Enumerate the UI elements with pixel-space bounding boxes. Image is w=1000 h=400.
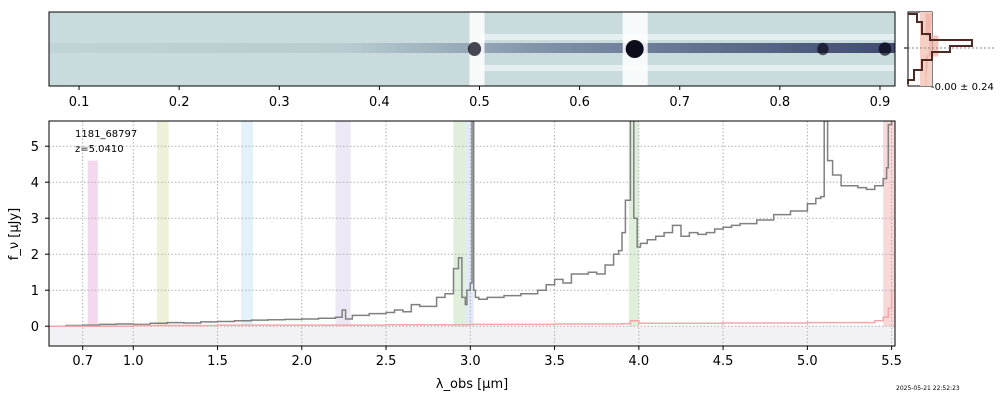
object-id-label: 1181_68797 xyxy=(75,129,137,140)
x-tick-label: 5.0 xyxy=(797,354,818,369)
line-band xyxy=(87,160,98,346)
top-x-tick-label: 0.3 xyxy=(269,95,290,110)
y-tick-label: 3 xyxy=(31,212,39,227)
x-tick-label: 2.0 xyxy=(291,354,312,369)
emission-feature xyxy=(878,42,892,56)
line-band xyxy=(883,121,895,346)
trace-lower-wing xyxy=(479,65,895,71)
x-tick-label: 3.5 xyxy=(544,354,565,369)
y-tick-label: 5 xyxy=(31,140,39,155)
x-tick-label: 3.0 xyxy=(460,354,481,369)
line-band xyxy=(335,121,351,346)
spectrum-1d-panel: 0.7 1.0 1.5 2.0 2.5 3.0 3.5 4.0 4.5 5.0 5.5 0 1 2 3 4 5… xyxy=(7,120,902,392)
timestamp: 2025-05-21 22:52:23 xyxy=(896,385,960,392)
histogram-red-profile xyxy=(925,13,939,86)
top-x-tick-label: 0.9 xyxy=(870,95,891,110)
plot-frame xyxy=(48,120,896,347)
line-band xyxy=(156,121,169,346)
line-band xyxy=(453,121,466,346)
spectrum-2d-frame xyxy=(48,11,896,87)
x-tick-label: 5.5 xyxy=(881,354,902,369)
x-tick-label: 4.0 xyxy=(628,354,649,369)
x-tick-label: 0.7 xyxy=(72,354,93,369)
top-x-tick-label: 0.2 xyxy=(169,95,190,110)
y-tick-label: 0 xyxy=(31,320,39,335)
top-x-tick-label: 0.1 xyxy=(69,95,90,110)
spectrum-2d-panel: 0.1 0.2 0.3 0.4 0.5 0.6 0.7 0.8 0.9 xyxy=(48,11,896,110)
redshift-label: z=5.0410 xyxy=(75,144,124,155)
emission-feature xyxy=(625,40,644,58)
histogram-panel: -0.00 ± 0.24 xyxy=(904,11,994,93)
trace-upper-wing xyxy=(479,34,895,40)
histogram-stat-label: -0.00 ± 0.24 xyxy=(931,82,994,93)
x-tick-label: 2.5 xyxy=(376,354,397,369)
negative-region xyxy=(49,326,895,346)
top-x-tick-label: 0.6 xyxy=(569,95,590,110)
emission-feature xyxy=(817,42,829,56)
uncertainty-series-line xyxy=(49,290,893,327)
y-tick-label: 1 xyxy=(31,284,39,299)
top-x-tick-label: 0.8 xyxy=(770,95,791,110)
line-band xyxy=(465,121,474,346)
emission-feature xyxy=(467,42,482,56)
top-x-tick-label: 0.5 xyxy=(469,95,490,110)
histogram-step-line xyxy=(907,13,973,84)
x-axis-label: λ_obs [μm] xyxy=(436,377,508,392)
top-x-tick-label: 0.4 xyxy=(369,95,390,110)
x-tick-label: 4.5 xyxy=(713,354,734,369)
line-band xyxy=(241,121,253,346)
line-band xyxy=(628,121,639,346)
x-tick-label: 1.5 xyxy=(207,354,228,369)
y-tick-label: 4 xyxy=(31,176,39,191)
top-x-tick-label: 0.7 xyxy=(669,95,690,110)
y-tick-label: 2 xyxy=(31,248,39,263)
flux-series-line xyxy=(49,121,893,327)
x-tick-label: 1.0 xyxy=(123,354,144,369)
y-axis-label: f_ν [μJy] xyxy=(7,208,22,260)
